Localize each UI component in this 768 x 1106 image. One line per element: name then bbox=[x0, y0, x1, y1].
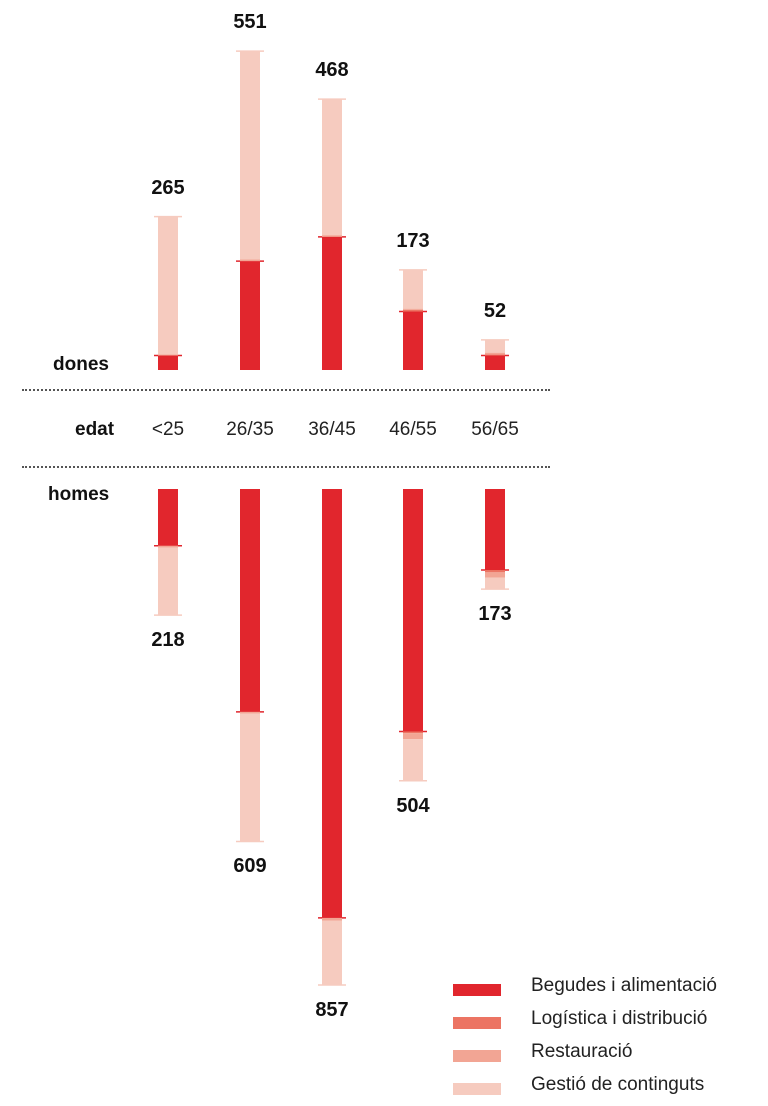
bar-total-label: 52 bbox=[483, 299, 507, 322]
legend-item: Restauració bbox=[453, 1041, 768, 1071]
bar-segment bbox=[322, 99, 342, 236]
legend-item: Begudes i alimentació bbox=[453, 975, 768, 1005]
bar-segment bbox=[403, 739, 423, 781]
legend-item: Gestió de continguts bbox=[453, 1074, 768, 1104]
bar-total-label: 504 bbox=[396, 794, 430, 817]
bar-segment bbox=[158, 545, 178, 548]
bar-segment bbox=[322, 917, 342, 921]
bar-segment bbox=[240, 261, 260, 370]
bar-segment bbox=[322, 236, 342, 370]
bar-segment bbox=[485, 354, 505, 356]
bar-total-label: 265 bbox=[151, 176, 185, 199]
bar-segment bbox=[158, 355, 178, 370]
bar-total-label: 218 bbox=[151, 629, 185, 652]
age-category-label: 26/35 bbox=[226, 419, 274, 440]
legend-swatch bbox=[453, 984, 501, 996]
bar-segment bbox=[158, 489, 178, 546]
bar-segment bbox=[240, 713, 260, 842]
bar-total-label: 551 bbox=[233, 11, 267, 34]
legend-swatch bbox=[453, 1050, 501, 1062]
bar-segment bbox=[485, 339, 505, 353]
bar-total-label: 173 bbox=[396, 229, 430, 252]
bar-segment bbox=[158, 216, 178, 355]
bar-segment bbox=[240, 51, 260, 260]
age-category-label: <25 bbox=[151, 419, 185, 440]
bar-segment bbox=[240, 489, 260, 712]
legend-label: Restauració bbox=[531, 1041, 633, 1062]
bar-segment bbox=[240, 259, 260, 262]
bar-segment bbox=[403, 309, 423, 312]
legend-label: Begudes i alimentació bbox=[531, 975, 717, 996]
bar-total-label: 173 bbox=[478, 603, 512, 626]
axis-label-age: edat bbox=[75, 419, 115, 440]
bar-segment bbox=[240, 711, 260, 714]
bar-segment bbox=[485, 489, 505, 571]
bar-segment bbox=[485, 355, 505, 370]
bar-segment bbox=[485, 352, 505, 355]
bar-total-label: 609 bbox=[233, 855, 267, 878]
bar-total-label: 857 bbox=[315, 999, 349, 1022]
legend-swatch bbox=[453, 1083, 501, 1095]
legend-swatch bbox=[453, 1017, 501, 1029]
bar-segment bbox=[158, 354, 178, 356]
bar-segment bbox=[322, 920, 342, 986]
bar-segment bbox=[403, 308, 423, 310]
bar-segment bbox=[403, 269, 423, 309]
bar-segment bbox=[403, 311, 423, 370]
bar-segment bbox=[322, 235, 342, 237]
divider-top bbox=[22, 389, 550, 391]
legend-item: Logística i distribució bbox=[453, 1008, 768, 1038]
bar-segment bbox=[485, 572, 505, 578]
age-category-label: 36/45 bbox=[308, 419, 356, 440]
age-category-label: 46/55 bbox=[389, 419, 437, 440]
row-label-women: dones bbox=[53, 354, 109, 375]
bar-segment bbox=[403, 489, 423, 732]
divider-bottom bbox=[22, 466, 550, 468]
bar-segment bbox=[403, 731, 423, 734]
bar-segment bbox=[485, 570, 505, 573]
bar-segment bbox=[322, 489, 342, 918]
bar-segment bbox=[485, 577, 505, 590]
age-category-label: 56/65 bbox=[471, 419, 519, 440]
legend-label: Logística i distribució bbox=[531, 1008, 708, 1029]
bar-segment bbox=[403, 733, 423, 740]
bar-segment bbox=[158, 547, 178, 616]
row-label-men: homes bbox=[48, 484, 110, 505]
legend-label: Gestió de continguts bbox=[531, 1074, 705, 1095]
bar-total-label: 468 bbox=[315, 59, 349, 82]
